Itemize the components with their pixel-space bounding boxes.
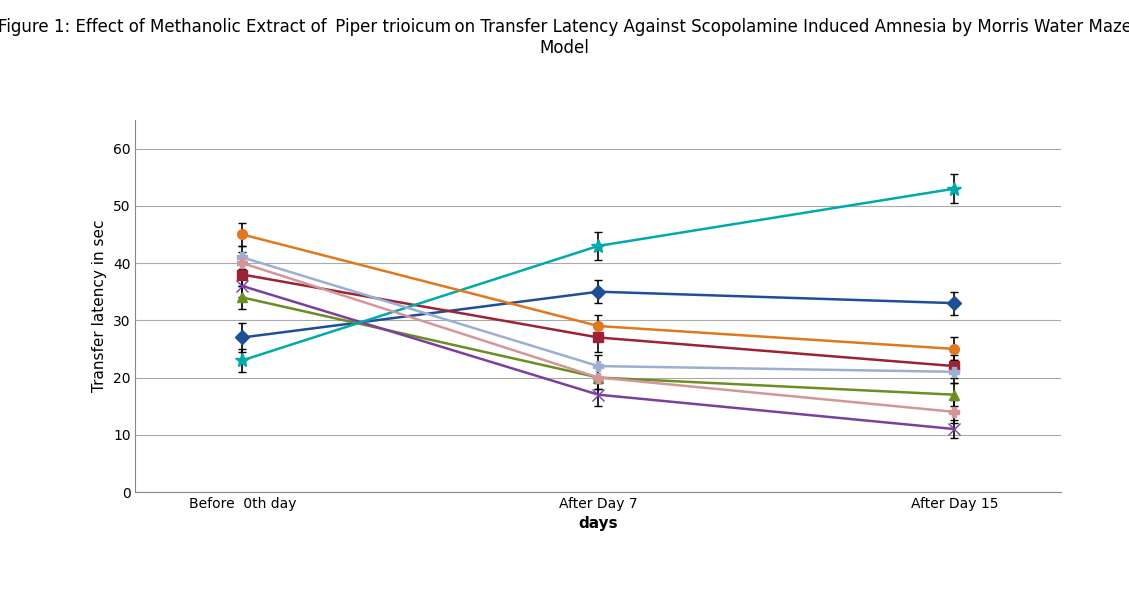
Text: Figure 1: Effect of Methanolic Extract of  Piper trioicum on Transfer Latency Ag: Figure 1: Effect of Methanolic Extract o… xyxy=(0,18,1129,57)
X-axis label: days: days xyxy=(578,517,619,532)
Y-axis label: Transfer latency in sec: Transfer latency in sec xyxy=(93,220,107,392)
